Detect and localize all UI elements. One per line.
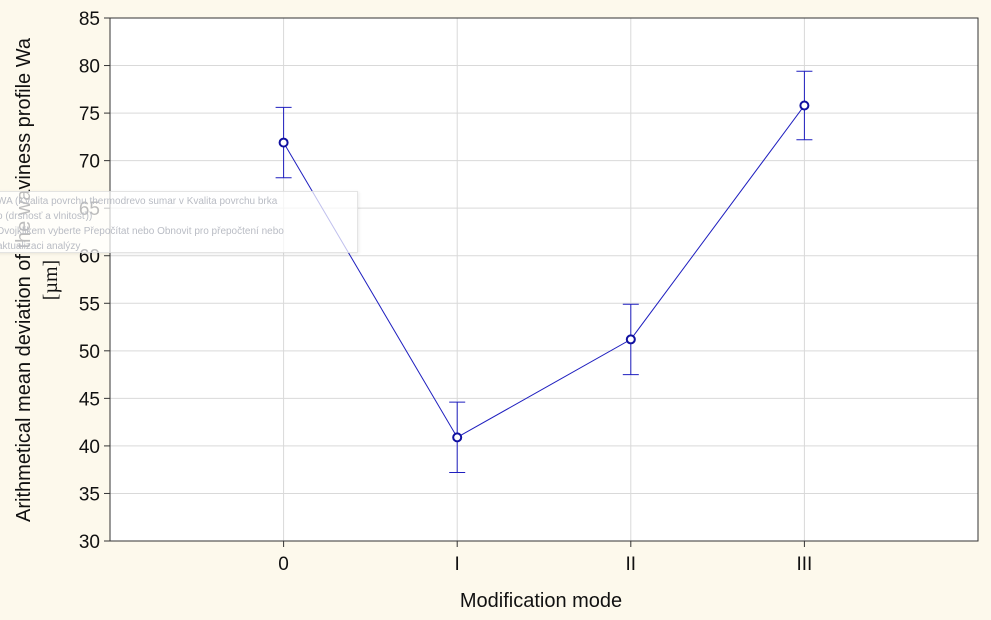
x-tick-label: III bbox=[796, 554, 812, 575]
y-tick-label: 45 bbox=[79, 389, 100, 410]
data-point bbox=[625, 334, 636, 345]
data-point bbox=[452, 432, 463, 443]
y-tick-label: 50 bbox=[79, 342, 100, 363]
series-line bbox=[283, 105, 805, 439]
y-axis-title-group: Arithmetical mean deviation of the wavin… bbox=[13, 37, 62, 522]
plot-area bbox=[110, 18, 978, 541]
tooltip-overlay: WA (Kvalita povrchu thermodrevo sumar v … bbox=[0, 191, 358, 253]
y-tick-label: 35 bbox=[79, 484, 100, 505]
x-tick-label: I bbox=[455, 554, 460, 575]
x-axis-title: Modification mode bbox=[460, 590, 622, 612]
data-point bbox=[278, 137, 289, 148]
tooltip-line: WA (Kvalita povrchu thermodrevo sumar v … bbox=[0, 196, 278, 207]
y-tick-label: 85 bbox=[79, 9, 100, 30]
y-tick-label: 40 bbox=[79, 437, 100, 458]
data-point bbox=[799, 100, 810, 111]
x-axis-ticks: 0 I II III bbox=[278, 541, 812, 575]
x-tick-label: 0 bbox=[278, 554, 289, 575]
y-tick-label: 80 bbox=[79, 57, 100, 78]
tooltip-line: Dvojklikem vyberte Přepočítat nebo Obnov… bbox=[0, 226, 284, 237]
x-tick-label: II bbox=[626, 554, 637, 575]
y-axis-title: Arithmetical mean deviation of the wavin… bbox=[13, 37, 35, 522]
y-tick-label: 70 bbox=[79, 152, 100, 173]
y-axis-unit: [µm] bbox=[40, 260, 62, 300]
tooltip-line: aktualizaci analýzy bbox=[0, 241, 81, 252]
series-layer bbox=[275, 70, 813, 474]
y-tick-label: 30 bbox=[79, 532, 100, 553]
tooltip-line: o (drsnosť a vlnitosť)) bbox=[0, 211, 93, 222]
grid bbox=[110, 18, 978, 541]
plot-frame bbox=[109, 17, 979, 542]
y-tick-label: 55 bbox=[79, 294, 100, 315]
y-axis-ticks: 303540455055606570758085 bbox=[79, 9, 110, 553]
y-tick-label: 75 bbox=[79, 104, 100, 125]
